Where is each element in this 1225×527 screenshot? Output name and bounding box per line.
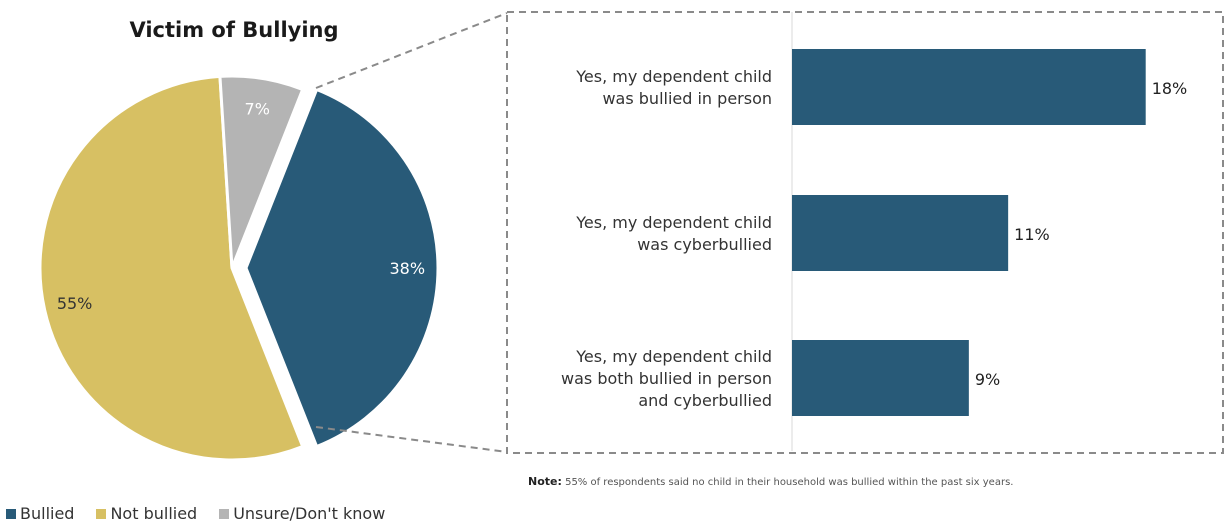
bar-2 [792,340,969,416]
connector-line-top [315,12,508,89]
bar-category-label-1: Yes, my dependent child was cyberbullied [575,213,772,254]
bar-value-label-2: 9% [975,370,1000,389]
pie-label-bullied: 38% [389,259,425,278]
legend-label: Bullied [20,504,75,523]
bar-1 [792,195,1009,271]
pie-label-not-bullied: 55% [57,294,93,313]
bar-0 [792,49,1146,125]
bar-value-label-0: 18% [1152,79,1188,98]
pie-chart: 38% 55% 7% [38,74,440,462]
pie-label-unsure: 7% [245,100,270,119]
callout-connector-lines [315,12,508,453]
legend-item-unsure: Unsure/Don't know [219,504,385,523]
connector-line-bottom [315,426,508,453]
chart-canvas: Victim of Bullying 38% 55% 7% 18% Yes, my d… [38,11,1224,462]
legend-label: Unsure/Don't know [233,504,386,523]
callout-box [506,11,1224,454]
pie-slice-unsure [218,74,305,269]
bar-value-label-1: 11% [1014,225,1050,244]
legend-swatch [219,508,230,519]
legend-swatch [96,508,107,519]
note-label: Note: [528,475,562,488]
note-text: 55% of respondents said no child in thei… [565,477,1014,488]
bar-category-label-0: Yes, my dependent child was bullied in pe… [575,67,772,108]
pie-chart-title: Victim of Bullying [129,18,338,42]
bar-chart: 18% Yes, my dependent child was bullied in… [561,49,1187,416]
pie-slice-not-bullied [38,74,305,462]
pie-slice-bullied [244,87,440,449]
bar-category-label-2: Yes, my dependent child was both bullied … [561,347,772,410]
legend-label: Not bullied [110,504,198,523]
pie-legend: Bullied Not bullied Unsure/Don't know [6,504,385,523]
legend-item-not-bullied: Not bullied [96,504,197,523]
note: Note: 55% of respondents said no child i… [528,475,1013,488]
legend-swatch [6,508,16,519]
legend-item-bullied: Bullied [6,504,74,523]
